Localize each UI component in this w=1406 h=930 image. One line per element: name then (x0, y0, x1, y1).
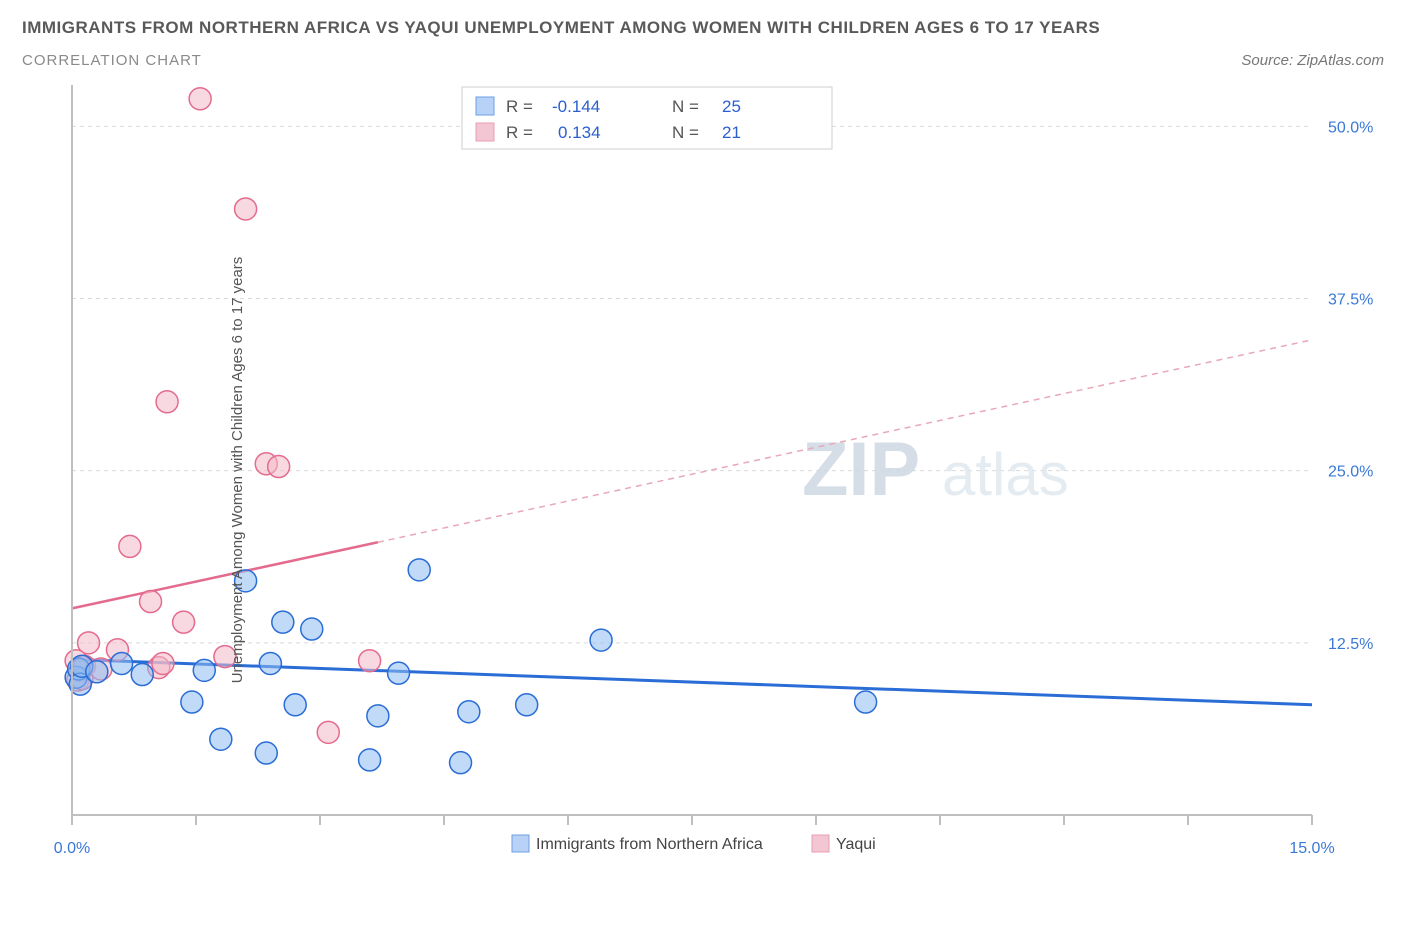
y-tick-label: 12.5% (1328, 636, 1373, 653)
data-point-blue (181, 691, 203, 713)
data-point-pink (119, 535, 141, 557)
legend-r-label: R = (506, 97, 533, 116)
legend-n-value-blue: 25 (722, 97, 741, 116)
data-point-blue (408, 559, 430, 581)
watermark: ZIP (802, 427, 920, 512)
x-tick-label: 0.0% (54, 840, 90, 857)
data-point-blue (458, 701, 480, 723)
trend-line-pink (72, 542, 378, 608)
data-point-blue (450, 752, 472, 774)
data-point-blue (516, 694, 538, 716)
data-point-blue (131, 664, 153, 686)
data-point-blue (284, 694, 306, 716)
data-point-blue (86, 661, 108, 683)
subtitle-row: CORRELATION CHART Source: ZipAtlas.com (22, 52, 1384, 69)
data-point-blue (388, 662, 410, 684)
bottom-legend-label-pink: Yaqui (836, 836, 876, 853)
source-name: ZipAtlas.com (1297, 52, 1384, 69)
data-point-pink (235, 198, 257, 220)
data-point-blue (855, 691, 877, 713)
watermark: atlas (942, 441, 1069, 508)
data-point-pink (140, 591, 162, 613)
legend-swatch-pink (476, 123, 494, 141)
source-attribution: Source: ZipAtlas.com (1241, 52, 1384, 69)
legend-n-value-pink: 21 (722, 123, 741, 142)
data-point-pink (189, 88, 211, 110)
data-point-pink (156, 391, 178, 413)
x-tick-label: 15.0% (1289, 840, 1334, 857)
legend-r-label: R = (506, 123, 533, 142)
bottom-legend-swatch-pink (812, 835, 829, 852)
data-point-blue (255, 742, 277, 764)
legend-r-value-blue: -0.144 (552, 97, 600, 116)
data-point-blue (193, 659, 215, 681)
source-prefix: Source: (1241, 52, 1297, 69)
data-point-blue (111, 652, 133, 674)
chart-container: Unemployment Among Women with Children A… (22, 75, 1384, 865)
data-point-pink (359, 650, 381, 672)
scatter-chart: 12.5% 25.0% 37.5% 50.0% ZIP atlas 0.0% 15.0% R =… (22, 75, 1382, 865)
data-point-blue (590, 629, 612, 651)
legend-swatch-blue (476, 97, 494, 115)
legend-r-value-pink: 0.134 (558, 123, 601, 142)
y-tick-label: 50.0% (1328, 119, 1373, 136)
bottom-legend-label-blue: Immigrants from Northern Africa (536, 836, 763, 853)
data-point-pink (152, 652, 174, 674)
data-point-blue (367, 705, 389, 727)
chart-title: IMMIGRANTS FROM NORTHERN AFRICA VS YAQUI… (22, 18, 1384, 38)
data-point-blue (210, 728, 232, 750)
data-point-blue (359, 749, 381, 771)
data-point-pink (317, 721, 339, 743)
data-point-blue (259, 652, 281, 674)
y-tick-label: 37.5% (1328, 291, 1373, 308)
bottom-legend-swatch-blue (512, 835, 529, 852)
legend-n-label: N = (672, 97, 699, 116)
chart-subtitle: CORRELATION CHART (22, 52, 202, 69)
y-tick-label: 25.0% (1328, 464, 1373, 481)
legend-n-label: N = (672, 123, 699, 142)
data-point-pink (173, 611, 195, 633)
data-point-pink (268, 456, 290, 478)
data-point-pink (78, 632, 100, 654)
data-point-blue (272, 611, 294, 633)
y-axis-label: Unemployment Among Women with Children A… (229, 257, 246, 684)
trend-line-blue (72, 659, 1312, 704)
data-point-blue (301, 618, 323, 640)
